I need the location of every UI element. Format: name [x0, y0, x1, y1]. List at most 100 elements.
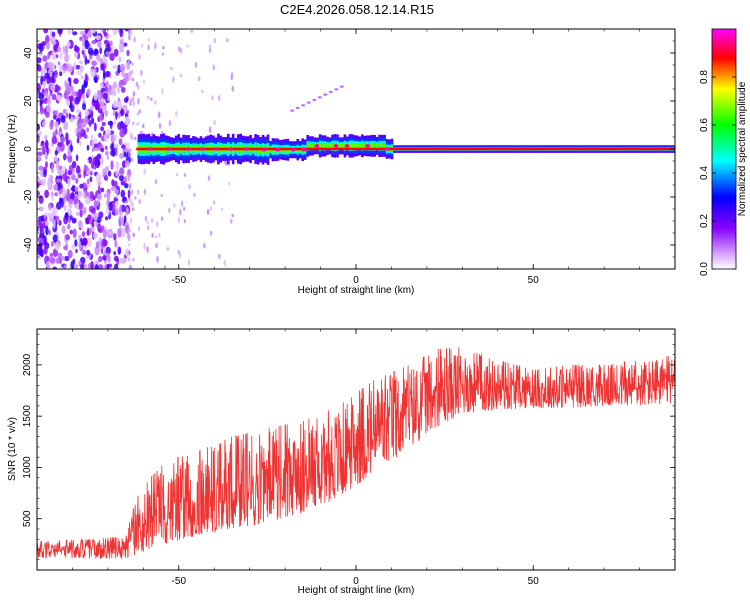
- faint-speckle: [172, 76, 175, 83]
- noise-speckle: [75, 248, 78, 254]
- faint-speckle: [129, 101, 132, 106]
- noise-speckle: [72, 31, 78, 36]
- x-tick-label: 50: [528, 576, 540, 587]
- noise-speckle: [114, 207, 120, 216]
- noise-speckle: [39, 232, 44, 238]
- noise-speckle: [125, 224, 129, 234]
- noise-speckle: [74, 190, 79, 195]
- noise-speckle: [65, 82, 71, 93]
- noise-speckle: [100, 225, 105, 231]
- noise-speckle: [104, 110, 109, 117]
- faint-speckle: [197, 76, 201, 82]
- noise-speckle: [83, 169, 86, 179]
- faint-speckle: [224, 161, 228, 166]
- noise-speckle: [44, 134, 48, 141]
- faint-speckle: [138, 199, 141, 204]
- noise-speckle: [106, 192, 111, 202]
- faint-speckle: [170, 66, 173, 71]
- noise-speckle: [62, 187, 66, 198]
- noise-speckle: [72, 228, 77, 239]
- carrier-band-cell: [373, 143, 376, 149]
- carrier-peak: [199, 147, 205, 151]
- noise-speckle: [89, 191, 94, 200]
- noise-speckle: [51, 164, 54, 174]
- faint-speckle: [131, 77, 135, 82]
- noise-speckle: [68, 112, 72, 120]
- noise-speckle: [43, 91, 49, 97]
- streak-speckle: [306, 101, 311, 104]
- noise-speckle: [96, 142, 102, 147]
- noise-speckle: [120, 86, 126, 93]
- noise-speckle: [100, 126, 104, 132]
- figure-title: C2E4.2026.058.12.14.R15: [280, 2, 434, 17]
- spectrogram-y-axis-label: Frequency (Hz): [7, 115, 18, 184]
- noise-speckle: [40, 178, 47, 187]
- noise-speckle: [77, 190, 83, 198]
- noise-speckle: [76, 119, 82, 129]
- noise-speckle: [42, 75, 46, 82]
- carrier-band-cell: [383, 143, 386, 149]
- noise-speckle: [109, 52, 115, 62]
- noise-speckle: [115, 169, 119, 177]
- noise-speckle: [90, 29, 97, 34]
- noise-speckle: [63, 264, 67, 269]
- noise-speckle: [111, 147, 116, 158]
- noise-speckle: [57, 61, 61, 66]
- noise-speckle: [80, 263, 85, 269]
- faint-speckle: [193, 192, 196, 198]
- faint-speckle: [131, 69, 134, 75]
- noise-speckle: [63, 153, 67, 161]
- noise-speckle: [90, 260, 94, 269]
- faint-speckle: [178, 46, 181, 52]
- noise-speckle: [104, 150, 109, 156]
- carrier-peak: [244, 147, 249, 151]
- spectrogram-heatmap: [37, 29, 675, 269]
- faint-speckle: [132, 258, 135, 262]
- noise-speckle: [96, 53, 101, 61]
- faint-speckle: [128, 250, 131, 254]
- noise-speckle: [81, 231, 86, 238]
- faint-speckle: [131, 207, 135, 212]
- noise-speckle: [76, 137, 80, 144]
- faint-speckle: [143, 188, 147, 195]
- carrier-peak: [384, 147, 390, 151]
- faint-speckle: [142, 123, 145, 129]
- noise-speckle: [123, 42, 128, 47]
- noise-speckle: [123, 97, 129, 103]
- streak-speckle: [334, 88, 339, 91]
- noise-speckle: [38, 195, 44, 204]
- noise-speckle: [44, 72, 50, 79]
- noise-speckle: [120, 227, 126, 238]
- noise-speckle: [53, 43, 59, 53]
- noise-speckle: [46, 260, 51, 269]
- noise-speckle: [110, 45, 115, 53]
- noise-speckle: [66, 41, 71, 48]
- noise-speckle: [106, 71, 111, 77]
- noise-speckle: [37, 83, 41, 92]
- noise-speckle: [100, 114, 104, 121]
- noise-speckle: [84, 109, 89, 117]
- noise-speckle: [82, 34, 86, 39]
- noise-speckle: [51, 36, 56, 42]
- noise-speckle: [73, 62, 77, 70]
- snr-ticks: -50 0 50 500 1000 1500 2000: [22, 329, 676, 587]
- noise-speckle: [76, 132, 82, 139]
- noise-speckle: [114, 200, 120, 207]
- faint-speckle: [136, 122, 139, 126]
- colorbar-label: Normalized spectral amplitude: [737, 81, 748, 216]
- noise-speckle: [112, 89, 117, 97]
- noise-speckle: [84, 73, 88, 82]
- carrier-band-cell: [353, 143, 357, 149]
- faint-speckle: [129, 148, 132, 152]
- noise-speckle: [102, 92, 108, 100]
- noise-speckle: [63, 92, 69, 100]
- faint-speckle: [179, 73, 183, 78]
- noise-speckle: [65, 234, 70, 241]
- noise-speckle: [85, 218, 90, 225]
- noise-speckle: [89, 176, 93, 183]
- colorbar-tick-label: 0.8: [699, 70, 710, 84]
- noise-speckle: [112, 81, 118, 89]
- faint-speckle: [144, 215, 148, 222]
- faint-speckle: [128, 264, 131, 269]
